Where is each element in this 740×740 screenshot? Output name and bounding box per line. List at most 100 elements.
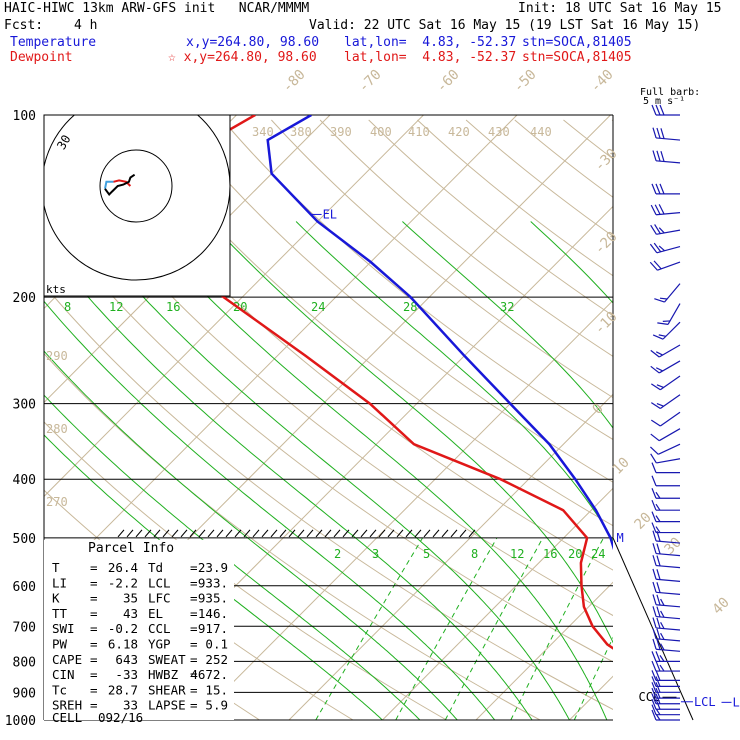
- pressure-tick-label: 200: [13, 291, 36, 306]
- mixing-ratio-line: [707, 538, 740, 720]
- hatch-mark: [270, 529, 278, 538]
- hatch-mark: [333, 529, 341, 538]
- temperature-profile: [266, 115, 613, 551]
- hatch-mark: [405, 529, 413, 538]
- wind-barb-flag: [651, 651, 657, 662]
- sounding-profiles: [157, 115, 613, 650]
- wind-barb-shaft: [658, 428, 681, 442]
- wind-barb-flag: [651, 660, 657, 672]
- dry-adiabat-line: [514, 119, 613, 198]
- parcel-info-background: [44, 539, 234, 720]
- moist-adiabat-line: [530, 221, 613, 304]
- pressure-tick-label: 400: [13, 473, 36, 488]
- wind-barb-flag: [649, 446, 659, 455]
- mixing-ratio-label: 12: [510, 547, 524, 561]
- parcel-label: Td: [148, 560, 163, 575]
- wind-barb-flag: [651, 704, 657, 715]
- moist-adiabat-label: 32: [500, 300, 514, 314]
- isotherm-line: [288, 393, 613, 720]
- hatch-mark: [423, 529, 431, 538]
- wind-barb-flag: [659, 664, 665, 672]
- isotherm-label: -40: [588, 67, 617, 96]
- forecast-hour: 4 h: [74, 18, 98, 33]
- parcel-eq: =: [90, 698, 98, 713]
- wind-barb-flag: [649, 261, 658, 271]
- wind-barb-flag: [650, 365, 660, 374]
- hatch-mark: [135, 529, 143, 538]
- moist-adiabat-line: [671, 222, 740, 721]
- hatch-mark: [342, 529, 350, 538]
- wind-barb-flag: [660, 151, 665, 162]
- isobars: 100 200 300 400 500 600 700 800 900 1000: [5, 109, 694, 729]
- wind-barb-flag: [651, 462, 657, 473]
- wind-barb-flag: [651, 499, 657, 511]
- dry-adiabat-label: 420: [448, 125, 470, 139]
- hatch-mark: [261, 529, 269, 538]
- isotherm-label: 40: [710, 595, 733, 618]
- parcel-label: Tc: [52, 682, 67, 697]
- wind-barb-flag: [655, 699, 661, 710]
- parcel-label: K: [52, 591, 60, 606]
- parcel-value: 146.: [198, 606, 228, 621]
- hatch-mark: [351, 529, 359, 538]
- wind-barb-flag: [659, 183, 665, 195]
- hatch-mark: [396, 529, 404, 538]
- wind-barb-flag: [655, 491, 661, 499]
- parcel-value: 5.9: [205, 698, 228, 713]
- wind-barb-flag: [656, 628, 661, 640]
- parcel-value: 643: [115, 652, 138, 667]
- dry-adiabat-line: [417, 119, 613, 277]
- temperature-legend-label: Temperature: [10, 35, 97, 50]
- level-marker-label: LFC: [733, 695, 740, 709]
- dry-adiabat-line: [173, 119, 613, 483]
- wind-barb-flag: [655, 687, 661, 699]
- wind-barb-flag: [660, 128, 665, 139]
- hatch-mark: [378, 529, 386, 538]
- parcel-eq: =: [190, 591, 198, 606]
- wind-barb-flag: [655, 713, 661, 721]
- wind-barb-flag: [656, 127, 661, 139]
- parcel-label: SHEAR: [148, 682, 186, 697]
- parcel-value: 935.: [198, 591, 228, 606]
- wind-barb-flag: [652, 334, 664, 340]
- wind-barb-shaft: [656, 458, 681, 464]
- moist-adiabat-label: 28: [403, 300, 417, 314]
- dewpoint-station: stn=SOCA,81405: [522, 50, 632, 65]
- wind-barb-flag: [651, 693, 657, 704]
- moist-adiabat-line: [77, 221, 570, 720]
- hatch-mark: [225, 529, 233, 538]
- parcel-eq: =: [190, 682, 198, 697]
- wind-barb-flag: [656, 606, 661, 618]
- wind-barb-flag: [655, 670, 661, 681]
- wind-barb-flag: [655, 367, 663, 372]
- dewpoint-legend-label: Dewpoint: [10, 50, 73, 65]
- level-marker-label: LCL: [694, 695, 716, 709]
- parcel-label: SWI: [52, 621, 75, 636]
- wind-barb-flag: [651, 475, 657, 486]
- parcel-eq: =: [90, 621, 98, 636]
- hatch-mark: [459, 529, 467, 538]
- wind-barb-flag: [655, 693, 661, 704]
- pressure-tick-label: 600: [13, 580, 36, 595]
- parcel-value: 28.7: [108, 682, 138, 697]
- wind-barb-flag: [655, 682, 661, 693]
- parcel-label: LCL: [148, 575, 171, 590]
- isotherm-line: [195, 299, 613, 720]
- wind-barb-flag: [658, 245, 665, 252]
- parcel-label: YGP: [148, 637, 171, 652]
- hatch-mark: [369, 529, 377, 538]
- parcel-label: CCL: [148, 621, 171, 636]
- parcel-label: T: [52, 560, 60, 575]
- hatch-mark: [252, 529, 260, 538]
- dewpoint-xy: ☆ x,y=264.80, 98.60: [168, 50, 317, 65]
- parcel-value: 43: [123, 606, 138, 621]
- parcel-eq: =: [90, 667, 98, 682]
- mixing-ratio-label: 2: [334, 547, 341, 561]
- hodograph-outer-ring: [44, 115, 230, 281]
- hatch-mark: [153, 529, 161, 538]
- wind-barb-flag: [652, 581, 657, 593]
- wind-barb-shaft: [664, 283, 681, 303]
- parcel-eq: =: [190, 652, 198, 667]
- pressure-tick-label: 300: [13, 398, 36, 413]
- hatch-mark: [324, 529, 332, 538]
